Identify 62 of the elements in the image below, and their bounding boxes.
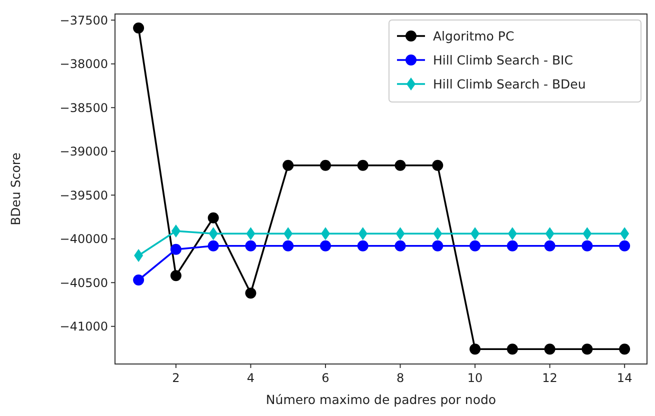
x-axis-title: Número maximo de padres por nodo	[266, 392, 496, 407]
point	[470, 240, 481, 252]
point	[171, 224, 180, 238]
point	[320, 240, 331, 252]
legend-label: Hill Climb Search - BIC	[433, 52, 574, 68]
x-tick-label: 10	[467, 371, 483, 385]
point	[432, 240, 444, 252]
point	[620, 227, 630, 240]
point	[284, 227, 293, 240]
point	[544, 344, 556, 355]
y-tick-label: −38500	[60, 100, 108, 115]
x-tick-label: 4	[246, 371, 255, 385]
legend-label: Hill Climb Search - BDeu	[433, 76, 586, 92]
point	[506, 240, 518, 252]
x-tick-label: 12	[542, 371, 558, 385]
point	[208, 240, 219, 252]
y-tick-label: −39500	[60, 188, 108, 202]
point	[357, 240, 368, 252]
point	[470, 227, 480, 240]
point	[282, 160, 294, 171]
point	[394, 240, 406, 252]
point	[134, 249, 144, 262]
point	[245, 288, 256, 299]
point	[432, 160, 444, 171]
point	[394, 160, 406, 171]
point	[358, 227, 368, 240]
point	[508, 227, 517, 240]
point	[320, 227, 330, 240]
legend-label: Algoritmo PC	[433, 28, 514, 44]
point	[246, 227, 256, 240]
y-tick-label: −40000	[60, 232, 108, 246]
y-tick-label: −40500	[60, 276, 108, 290]
x-tick-label: 14	[616, 371, 632, 385]
point	[582, 344, 593, 355]
x-tick-label: 2	[172, 371, 180, 385]
point	[433, 227, 442, 240]
point	[208, 212, 219, 224]
point	[545, 227, 554, 240]
y-tick-label: −39000	[60, 144, 108, 159]
point	[357, 160, 368, 171]
point	[544, 240, 556, 252]
point	[506, 344, 518, 355]
point	[619, 240, 630, 252]
y-tick-label: −37500	[60, 13, 108, 28]
point	[170, 244, 182, 255]
point	[320, 160, 331, 171]
point	[133, 22, 144, 34]
point	[133, 274, 144, 286]
point	[582, 240, 593, 252]
point	[170, 270, 182, 282]
y-tick-label: −38000	[60, 57, 108, 72]
point	[396, 227, 405, 240]
y-axis-title: BDeu Score	[8, 152, 23, 226]
y-tick-label: −41000	[60, 320, 108, 334]
x-tick-label: 6	[322, 371, 330, 385]
point	[619, 344, 630, 355]
point	[245, 240, 256, 252]
point	[208, 227, 218, 240]
point	[582, 227, 592, 240]
point	[470, 344, 481, 355]
point	[282, 240, 294, 252]
x-tick-label: 8	[396, 371, 404, 385]
